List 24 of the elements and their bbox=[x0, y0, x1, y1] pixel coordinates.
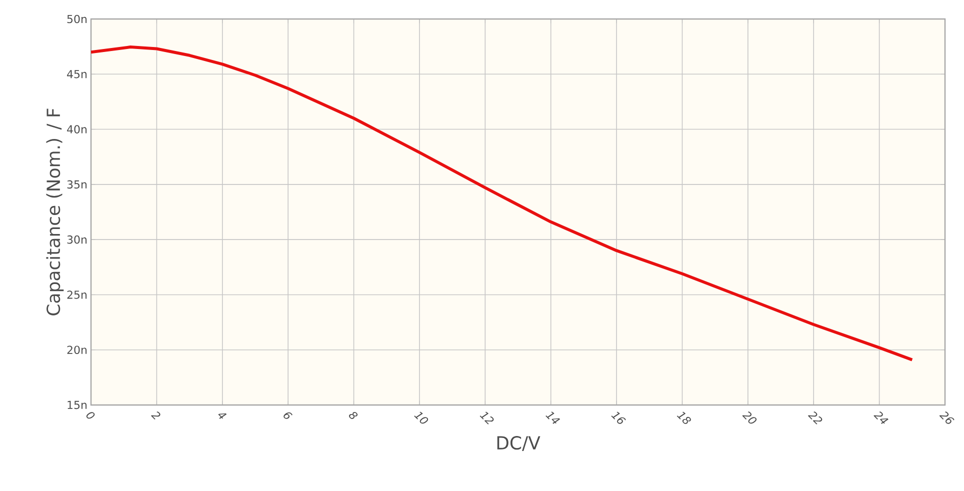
x-tick-label: 2 bbox=[150, 411, 160, 420]
y-tick-label: 50n bbox=[67, 14, 87, 24]
y-tick-label: 35n bbox=[67, 180, 87, 189]
x-tick-label: 20 bbox=[742, 411, 757, 424]
x-tick-label: 0 bbox=[86, 412, 95, 419]
x-tick-label: 4 bbox=[218, 413, 227, 419]
y-tick-label: 25n bbox=[67, 290, 87, 299]
x-axis-title: DC/V bbox=[497, 436, 540, 452]
y-tick-label: 40n bbox=[67, 125, 87, 134]
x-tick-label: 26 bbox=[939, 411, 954, 424]
x-tick-label: 8 bbox=[349, 412, 358, 419]
x-tick-label: 22 bbox=[808, 411, 822, 424]
x-tick-label: 18 bbox=[676, 412, 691, 424]
y-axis-title: Capacitance (Nom.) / F bbox=[46, 108, 64, 316]
y-tick-label: 30n bbox=[67, 235, 87, 244]
x-tick-label: 6 bbox=[284, 412, 292, 419]
x-tick-label: 12 bbox=[480, 412, 494, 424]
x-tick-label: 14 bbox=[546, 412, 560, 424]
y-tick-label: 15n bbox=[68, 400, 87, 410]
x-tick-label: 10 bbox=[414, 412, 428, 424]
x-tick-label: 24 bbox=[874, 411, 888, 424]
y-tick-label: 45n bbox=[67, 70, 87, 78]
x-tick-label: 16 bbox=[611, 412, 626, 424]
y-tick-label: 20n bbox=[67, 346, 87, 354]
